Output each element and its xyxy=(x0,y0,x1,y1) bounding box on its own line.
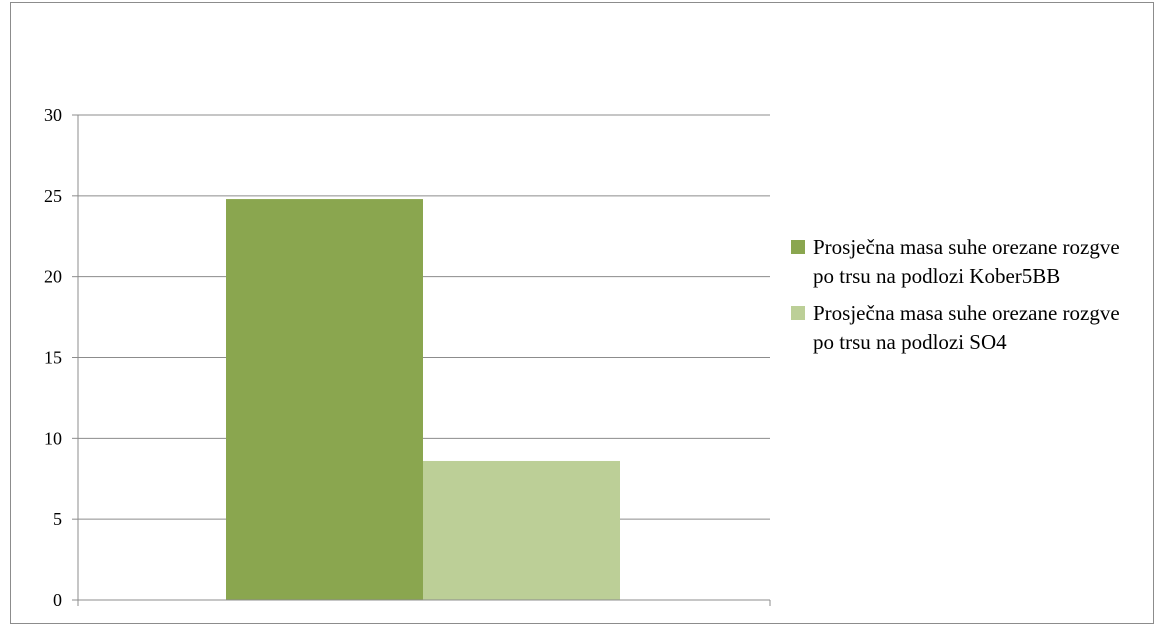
legend-item-so4: Prosječna masa suhe orezane rozgve po tr… xyxy=(791,299,1121,357)
bars xyxy=(226,199,620,600)
legend-swatch-so4 xyxy=(791,306,805,320)
y-tick-label-30: 30 xyxy=(44,105,62,125)
y-tick-label-0: 0 xyxy=(53,590,62,610)
legend-label-so4: Prosječna masa suhe orezane rozgve po tr… xyxy=(813,301,1120,354)
y-tick-label-20: 20 xyxy=(44,267,62,287)
bar-series-2 xyxy=(423,461,620,600)
y-tick-label-5: 5 xyxy=(53,509,62,529)
gridlines xyxy=(78,115,770,519)
legend: Prosječna masa suhe orezane rozgve po tr… xyxy=(791,233,1121,365)
y-tick-label-10: 10 xyxy=(44,428,62,448)
y-tick-label-15: 15 xyxy=(44,348,62,368)
bar-series-1 xyxy=(226,199,423,600)
y-axis-tick-labels: 0 5 10 15 20 25 30 xyxy=(44,105,62,610)
legend-item-kober5bb: Prosječna masa suhe orezane rozgve po tr… xyxy=(791,233,1121,291)
legend-label-kober5bb: Prosječna masa suhe orezane rozgve po tr… xyxy=(813,235,1120,288)
y-tick-label-25: 25 xyxy=(44,186,62,206)
legend-swatch-kober5bb xyxy=(791,240,805,254)
